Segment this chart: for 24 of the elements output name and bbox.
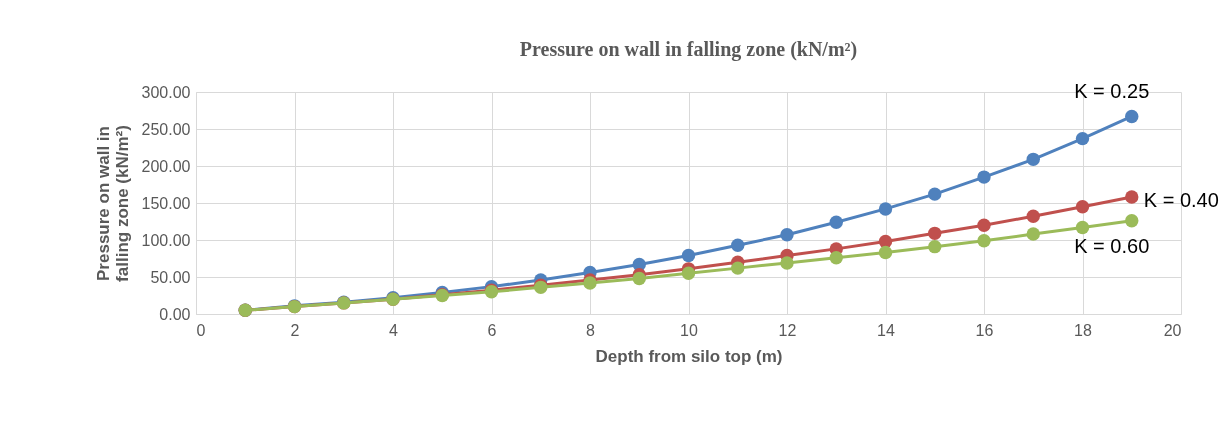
x-tick-label: 20 xyxy=(1163,321,1182,339)
y-tick-label: 0.00 xyxy=(159,305,191,323)
y-tick-label: 100.00 xyxy=(141,231,191,249)
x-axis-title: Depth from silo top (m) xyxy=(595,346,783,366)
x-tick-label: 0 xyxy=(196,321,206,339)
x-tick-label: 8 xyxy=(586,321,596,339)
x-tick-label: 14 xyxy=(877,321,895,339)
y-axis-title: Pressure on wall in falling zone (kN/m²) xyxy=(93,125,132,282)
y-tick-label: 200.00 xyxy=(141,157,191,175)
x-tick-label: 18 xyxy=(1074,321,1092,339)
series-label: K = 0.40 xyxy=(1143,189,1219,212)
y-tick-label: 300.00 xyxy=(141,83,191,101)
chart-title: Pressure on wall in falling zone (kN/m²) xyxy=(519,38,858,62)
y-tick-label: 250.00 xyxy=(141,120,191,138)
series-label: K = 0.25 xyxy=(1074,80,1150,103)
y-tick-label: 50.00 xyxy=(150,268,191,286)
x-tick-label: 16 xyxy=(975,321,994,339)
x-tick-label: 2 xyxy=(290,321,300,339)
x-tick-label: 6 xyxy=(487,321,497,339)
x-tick-label: 10 xyxy=(680,321,698,339)
x-tick-label: 4 xyxy=(389,321,399,339)
y-tick-label: 150.00 xyxy=(141,194,191,212)
series-label: K = 0.60 xyxy=(1074,234,1150,257)
x-tick-label: 12 xyxy=(778,321,797,339)
